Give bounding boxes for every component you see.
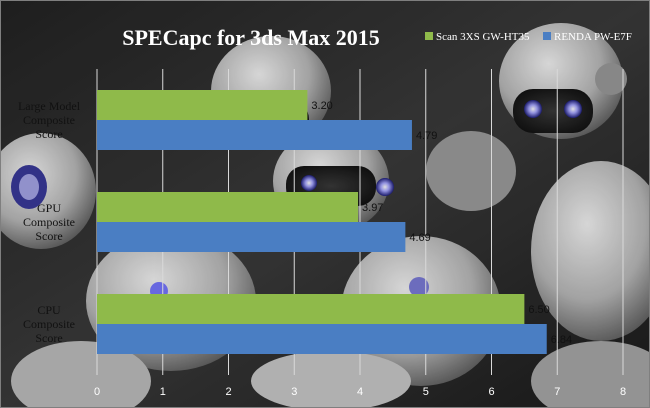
value-label: 6.50 (528, 304, 549, 316)
x-tick-label: 6 (488, 386, 494, 398)
bar-scan-1 (97, 192, 359, 222)
robot-body-right (426, 131, 649, 407)
bar-scan-2 (97, 294, 525, 324)
chart-title: SPECapc for 3ds Max 2015 (122, 25, 380, 50)
bars (97, 90, 547, 354)
bar-renda-1 (97, 222, 406, 252)
x-tick-label: 4 (357, 386, 363, 398)
category-label: CPU Composite Score (23, 303, 75, 345)
legend-label-renda: RENDA PW-E7F (554, 31, 632, 43)
category-label: Large Model Composite Score (18, 99, 81, 141)
x-tick-label: 8 (620, 386, 626, 398)
value-label: 4.69 (409, 232, 430, 244)
bar-renda-0 (97, 120, 412, 150)
x-tick-label: 5 (423, 386, 429, 398)
value-label: 3.97 (362, 202, 383, 214)
x-axis-tick-labels: 0 1 2 3 4 5 6 7 8 (94, 386, 626, 398)
robot-head-left (1, 133, 96, 249)
bar-scan-0 (97, 90, 308, 120)
legend: Scan 3XS GW-HT35 RENDA PW-E7F (425, 31, 632, 43)
x-tick-label: 3 (291, 386, 297, 398)
bar-renda-2 (97, 324, 547, 354)
x-tick-label: 2 (225, 386, 231, 398)
category-label: GPU Composite Score (23, 201, 75, 243)
legend-label-scan: Scan 3XS GW-HT35 (436, 31, 530, 43)
x-tick-label: 0 (94, 386, 100, 398)
category-labels: Large Model Composite Score GPU Composite Sco… (18, 99, 81, 345)
value-label: 3.20 (311, 100, 332, 112)
value-label: 4.79 (416, 130, 437, 142)
value-labels: 3.20 4.79 3.97 4.69 6.50 6.84 (311, 100, 572, 346)
robot-head-right (499, 23, 627, 139)
x-tick-label: 1 (160, 386, 166, 398)
legend-swatch-renda (543, 32, 551, 40)
x-tick-label: 7 (554, 386, 560, 398)
legend-swatch-scan (425, 32, 433, 40)
value-label: 6.84 (551, 334, 572, 346)
